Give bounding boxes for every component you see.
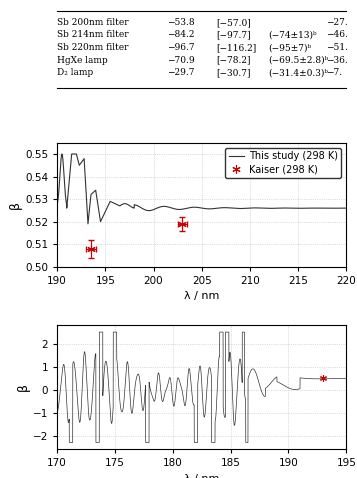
Text: −51.: −51. bbox=[326, 43, 348, 52]
Text: −27.: −27. bbox=[326, 18, 348, 27]
Text: Sb 214nm filter: Sb 214nm filter bbox=[57, 31, 129, 40]
Text: [−57.0]: [−57.0] bbox=[216, 18, 251, 27]
Text: (−74±13)ᵇ: (−74±13)ᵇ bbox=[268, 31, 317, 40]
Text: Sb 220nm filter: Sb 220nm filter bbox=[57, 43, 129, 52]
Text: [−30.7]: [−30.7] bbox=[216, 68, 251, 77]
Text: D₂ lamp: D₂ lamp bbox=[57, 68, 94, 77]
Text: −29.7: −29.7 bbox=[167, 68, 195, 77]
Text: [−97.7]: [−97.7] bbox=[216, 31, 251, 40]
Text: −46.: −46. bbox=[326, 31, 348, 40]
Text: −36.: −36. bbox=[326, 55, 348, 65]
Text: (−69.5±2.8)ᵇ: (−69.5±2.8)ᵇ bbox=[268, 55, 328, 65]
Text: −96.7: −96.7 bbox=[167, 43, 195, 52]
Text: [−78.2]: [−78.2] bbox=[216, 55, 251, 65]
X-axis label: λ / nm: λ / nm bbox=[184, 474, 220, 478]
Text: −84.2: −84.2 bbox=[167, 31, 195, 40]
Y-axis label: β: β bbox=[9, 201, 22, 209]
X-axis label: λ / nm: λ / nm bbox=[184, 292, 220, 302]
Text: −70.9: −70.9 bbox=[167, 55, 195, 65]
Text: HgXe lamp: HgXe lamp bbox=[57, 55, 108, 65]
Text: Sb 200nm filter: Sb 200nm filter bbox=[57, 18, 129, 27]
Text: [−116.2]: [−116.2] bbox=[216, 43, 256, 52]
Legend: This study (298 K), Kaiser (298 K): This study (298 K), Kaiser (298 K) bbox=[225, 148, 341, 178]
Y-axis label: β: β bbox=[17, 383, 30, 391]
Text: −7.: −7. bbox=[326, 68, 342, 77]
Text: −53.8: −53.8 bbox=[167, 18, 195, 27]
Text: (−31.4±0.3)ᵇ: (−31.4±0.3)ᵇ bbox=[268, 68, 328, 77]
Text: (−95±7)ᵇ: (−95±7)ᵇ bbox=[268, 43, 311, 52]
